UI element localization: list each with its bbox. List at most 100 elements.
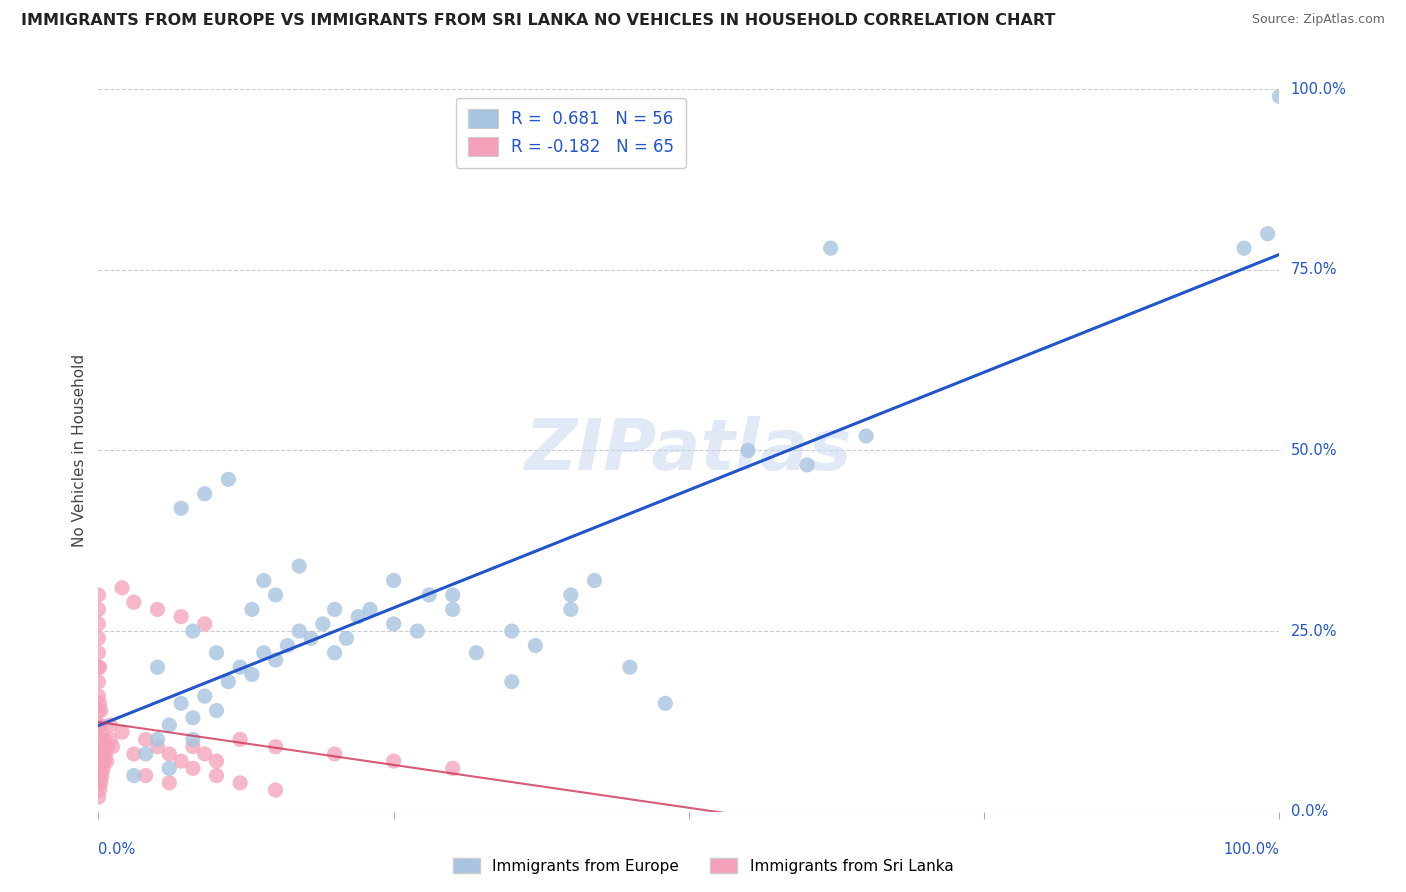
Point — [441, 761, 464, 775]
Point — [89, 696, 111, 710]
Point — [89, 754, 111, 768]
Point — [382, 574, 405, 588]
Point — [181, 739, 204, 754]
Point — [229, 776, 252, 790]
Point — [87, 616, 110, 631]
Text: Source: ZipAtlas.com: Source: ZipAtlas.com — [1251, 13, 1385, 27]
Point — [205, 754, 228, 768]
Point — [87, 776, 110, 790]
Point — [217, 674, 239, 689]
Y-axis label: No Vehicles in Household: No Vehicles in Household — [72, 354, 87, 547]
Point — [90, 704, 112, 718]
Point — [93, 732, 115, 747]
Legend: Immigrants from Europe, Immigrants from Sri Lanka: Immigrants from Europe, Immigrants from … — [447, 852, 959, 880]
Point — [91, 739, 114, 754]
Point — [87, 646, 110, 660]
Point — [146, 739, 169, 754]
Point — [229, 660, 252, 674]
Point — [229, 732, 252, 747]
Point — [91, 732, 114, 747]
Point — [157, 761, 180, 775]
Point — [359, 602, 381, 616]
Point — [1257, 227, 1279, 241]
Point — [146, 602, 169, 616]
Point — [181, 624, 204, 639]
Point — [418, 588, 440, 602]
Point — [205, 704, 228, 718]
Point — [335, 632, 357, 646]
Point — [122, 595, 145, 609]
Point — [796, 458, 818, 472]
Point — [87, 704, 110, 718]
Point — [111, 725, 134, 739]
Point — [101, 739, 124, 754]
Point — [465, 646, 488, 660]
Point — [855, 429, 877, 443]
Point — [146, 732, 169, 747]
Point — [264, 783, 287, 797]
Point — [323, 602, 346, 616]
Text: ZIPatlas: ZIPatlas — [526, 416, 852, 485]
Point — [87, 674, 110, 689]
Legend: R =  0.681   N = 56, R = -0.182   N = 65: R = 0.681 N = 56, R = -0.182 N = 65 — [456, 97, 686, 168]
Point — [264, 588, 287, 602]
Point — [240, 667, 263, 681]
Point — [157, 718, 180, 732]
Point — [90, 725, 112, 739]
Point — [87, 588, 110, 602]
Point — [264, 739, 287, 754]
Point — [135, 747, 157, 761]
Point — [170, 696, 193, 710]
Point — [170, 754, 193, 768]
Point — [264, 653, 287, 667]
Point — [312, 616, 335, 631]
Point — [524, 639, 547, 653]
Point — [94, 747, 117, 761]
Point — [122, 769, 145, 783]
Point — [288, 559, 311, 574]
Point — [347, 609, 370, 624]
Point — [654, 696, 676, 710]
Point — [91, 769, 114, 783]
Point — [87, 732, 110, 747]
Point — [111, 581, 134, 595]
Point — [253, 574, 276, 588]
Point — [97, 739, 120, 754]
Text: 50.0%: 50.0% — [1291, 443, 1337, 458]
Point — [382, 616, 405, 631]
Point — [205, 769, 228, 783]
Point — [89, 739, 111, 754]
Point — [93, 754, 115, 768]
Point — [194, 616, 217, 631]
Point — [87, 660, 110, 674]
Point — [135, 769, 157, 783]
Point — [146, 660, 169, 674]
Point — [87, 632, 110, 646]
Text: 100.0%: 100.0% — [1291, 82, 1347, 96]
Text: 0.0%: 0.0% — [98, 842, 135, 857]
Point — [90, 747, 112, 761]
Text: 75.0%: 75.0% — [1291, 262, 1337, 277]
Point — [87, 790, 110, 805]
Point — [194, 689, 217, 703]
Point — [323, 747, 346, 761]
Point — [98, 718, 121, 732]
Point — [170, 501, 193, 516]
Point — [501, 674, 523, 689]
Point — [288, 624, 311, 639]
Point — [441, 588, 464, 602]
Text: IMMIGRANTS FROM EUROPE VS IMMIGRANTS FROM SRI LANKA NO VEHICLES IN HOUSEHOLD COR: IMMIGRANTS FROM EUROPE VS IMMIGRANTS FRO… — [21, 13, 1056, 29]
Point — [299, 632, 322, 646]
Point — [98, 732, 121, 747]
Point — [276, 639, 298, 653]
Point — [157, 776, 180, 790]
Text: 100.0%: 100.0% — [1223, 842, 1279, 857]
Point — [619, 660, 641, 674]
Point — [87, 747, 110, 761]
Point — [90, 761, 112, 775]
Point — [406, 624, 429, 639]
Point — [122, 747, 145, 761]
Point — [253, 646, 276, 660]
Point — [205, 646, 228, 660]
Point — [382, 754, 405, 768]
